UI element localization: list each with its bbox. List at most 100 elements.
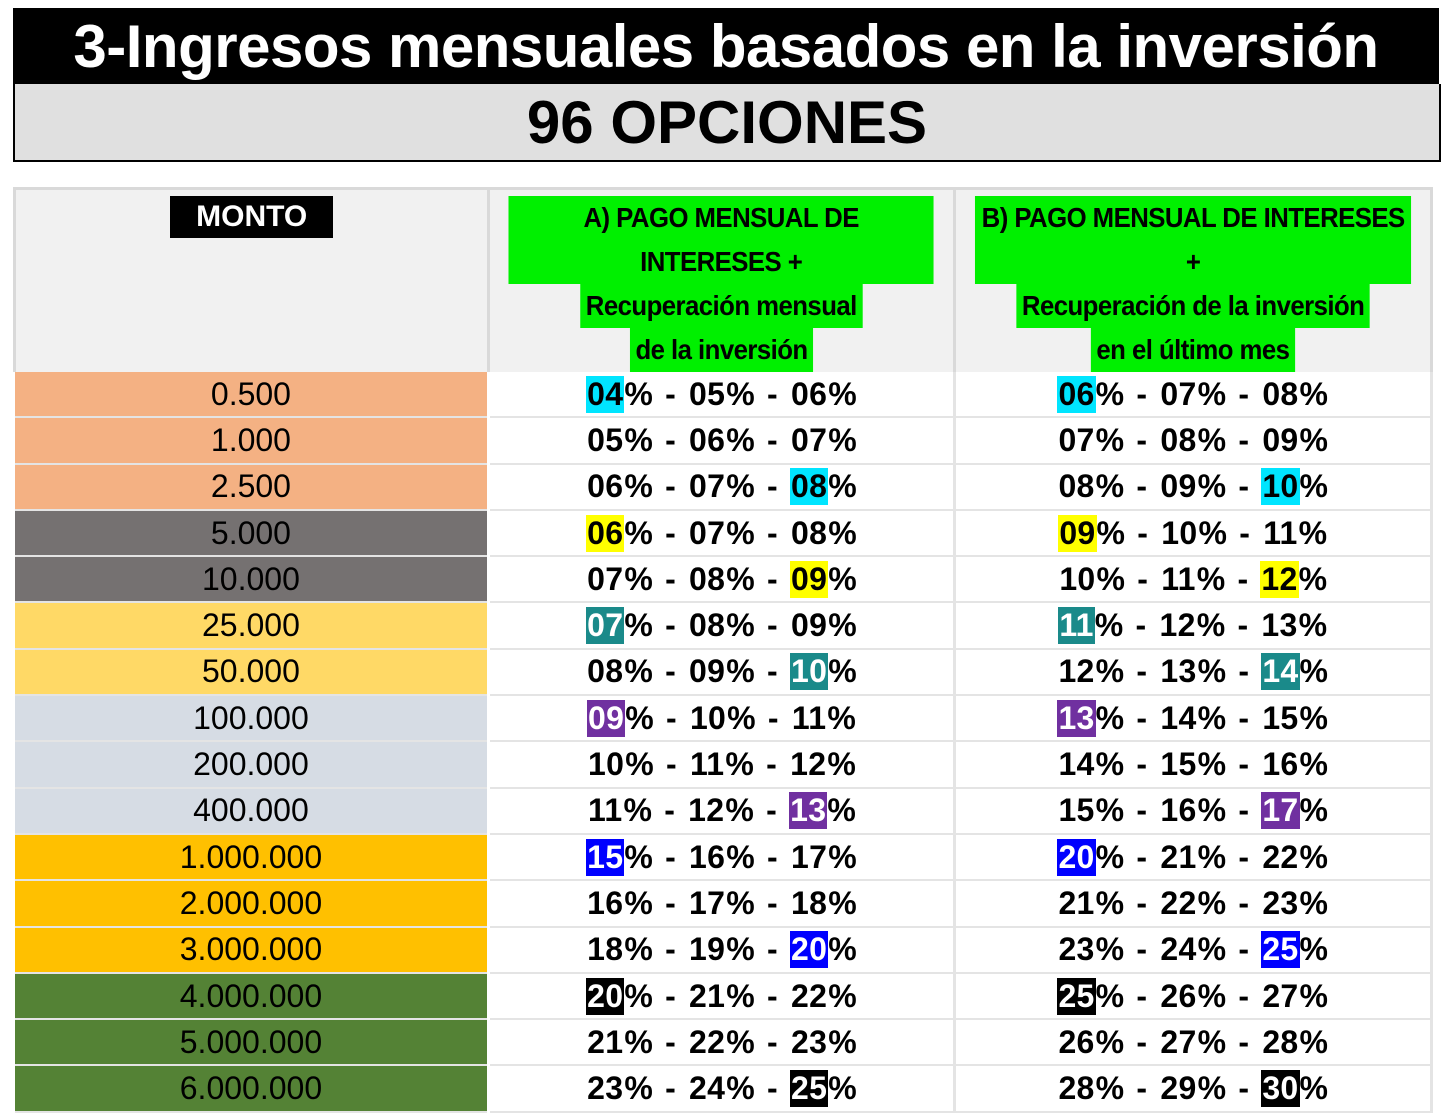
table-row: 3.000.000 18% -19% -20% 23% -24% -25%: [14, 926, 1434, 974]
rate-options: 07% -08% -09%: [586, 607, 857, 645]
percent-sign: %: [726, 653, 756, 690]
percent-sign: %: [1298, 560, 1328, 597]
highlighted-rate-value: 14: [1261, 653, 1300, 691]
option-b-cell: 08% -09% -10%: [954, 463, 1434, 511]
rate-value: 08: [689, 560, 726, 597]
table-row: 2.000.000 16% -17% -18% 21% -22% -23%: [14, 880, 1434, 928]
percent-sign: %: [726, 514, 756, 551]
rate-value: 11: [1161, 560, 1196, 597]
rate-value: 10: [689, 699, 727, 736]
separator: -: [1238, 931, 1250, 968]
percent-sign: %: [827, 699, 857, 736]
separator: -: [665, 884, 677, 921]
separator: -: [766, 792, 778, 829]
percent-sign: %: [1095, 468, 1125, 505]
rate-value: 18: [587, 931, 624, 968]
option-a-title: A) PAGO MENSUAL DE INTERESES + Recuperac…: [490, 196, 952, 372]
percent-sign: %: [1299, 884, 1329, 921]
percent-sign: %: [1197, 375, 1227, 412]
rate-value: 12: [1058, 653, 1095, 690]
percent-sign: %: [827, 746, 857, 783]
option-a-header: A) PAGO MENSUAL DE INTERESES + Recuperac…: [488, 187, 956, 372]
separator: -: [767, 468, 778, 505]
rate-options: 14% -15% -16%: [1057, 746, 1328, 783]
separator: -: [665, 699, 677, 736]
percent-sign: %: [726, 1070, 756, 1107]
separator: -: [767, 421, 778, 458]
separator: -: [1238, 792, 1250, 829]
option-a-cell: 05% -06% -07%: [488, 417, 956, 465]
percent-sign: %: [1298, 607, 1328, 644]
rate-value: 08: [587, 653, 624, 690]
separator: -: [665, 375, 677, 412]
rate-options: 18% -19% -20%: [586, 931, 857, 969]
separator: -: [1239, 514, 1251, 551]
percent-sign: %: [1299, 1023, 1329, 1060]
amount-cell: 2.500: [14, 463, 491, 511]
table-row: 50.000 08% -09% -10% 12% -13% -14%: [14, 648, 1434, 697]
option-a-cell: 07% -08% -09%: [488, 602, 956, 650]
highlighted-rate-value: 25: [1057, 977, 1096, 1015]
percent-sign: %: [1095, 792, 1125, 829]
separator: -: [767, 607, 778, 644]
rate-options: 16% -17% -18%: [586, 885, 857, 922]
rate-value: 21: [1160, 838, 1197, 875]
rate-value: 09: [1262, 421, 1299, 458]
percent-sign: %: [828, 653, 857, 690]
percent-sign: %: [1095, 977, 1125, 1014]
percent-sign: %: [1299, 792, 1329, 829]
rate-value: 26: [1058, 1023, 1095, 1060]
option-a-title-line: Recuperación mensual: [580, 284, 863, 328]
rate-value: 16: [1262, 746, 1299, 783]
percent-sign: %: [828, 421, 857, 458]
separator: -: [1136, 421, 1148, 458]
rate-value: 23: [587, 1070, 624, 1107]
monto-header: MONTO: [12, 187, 491, 372]
percent-sign: %: [1095, 1023, 1125, 1060]
rate-value: 22: [790, 977, 828, 1014]
rate-value: 05: [587, 421, 624, 458]
percent-sign: %: [726, 560, 756, 597]
rate-value: 16: [1160, 792, 1197, 829]
rate-options: 09% -10% -11%: [1058, 514, 1327, 552]
rate-options: 25% -26% -27%: [1057, 977, 1328, 1015]
percent-sign: %: [828, 375, 857, 412]
separator: -: [1136, 375, 1148, 412]
percent-sign: %: [624, 931, 654, 968]
highlighted-rate-value: 25: [789, 1070, 829, 1108]
rate-value: 07: [790, 421, 828, 458]
rate-value: 22: [1160, 884, 1197, 921]
percent-sign: %: [624, 1070, 654, 1107]
separator: -: [665, 1070, 677, 1107]
separator: -: [1136, 977, 1148, 1014]
rate-value: 21: [1058, 884, 1095, 921]
separator: -: [1238, 468, 1250, 505]
percent-sign: %: [1299, 1070, 1329, 1107]
option-a-title-line: A) PAGO MENSUAL DE INTERESES +: [508, 196, 935, 284]
amount-cell: 2.000.000: [14, 880, 491, 928]
rate-value: 18: [790, 884, 828, 921]
rate-value: 12: [790, 746, 827, 783]
option-a-cell: 15% -16% -17%: [488, 833, 956, 882]
percent-sign: %: [1197, 1023, 1227, 1060]
percent-sign: %: [1197, 977, 1227, 1014]
percent-sign: %: [625, 699, 654, 736]
separator: -: [665, 421, 677, 458]
rate-value: 22: [689, 1023, 726, 1060]
separator: -: [1137, 514, 1149, 551]
highlighted-rate-value: 08: [789, 468, 829, 506]
rate-value: 16: [689, 838, 726, 875]
rate-value: 07: [689, 468, 726, 505]
separator: -: [1238, 1070, 1250, 1107]
rate-value: 09: [1160, 468, 1197, 505]
option-b-title-line: en el último mes: [1090, 328, 1295, 372]
highlighted-rate-value: 10: [1261, 468, 1300, 506]
table-row: 5.000.000 21% -22% -23% 26% -27% -28%: [14, 1019, 1434, 1067]
rate-value: 23: [790, 1023, 828, 1060]
rate-value: 27: [1160, 1023, 1197, 1060]
percent-sign: %: [624, 468, 654, 505]
rate-options: 07% -08% -09%: [1057, 422, 1328, 459]
separator: -: [767, 977, 778, 1014]
rate-options: 08% -09% -10%: [1057, 468, 1328, 506]
option-a-cell: 09% -10% -11%: [488, 695, 956, 743]
